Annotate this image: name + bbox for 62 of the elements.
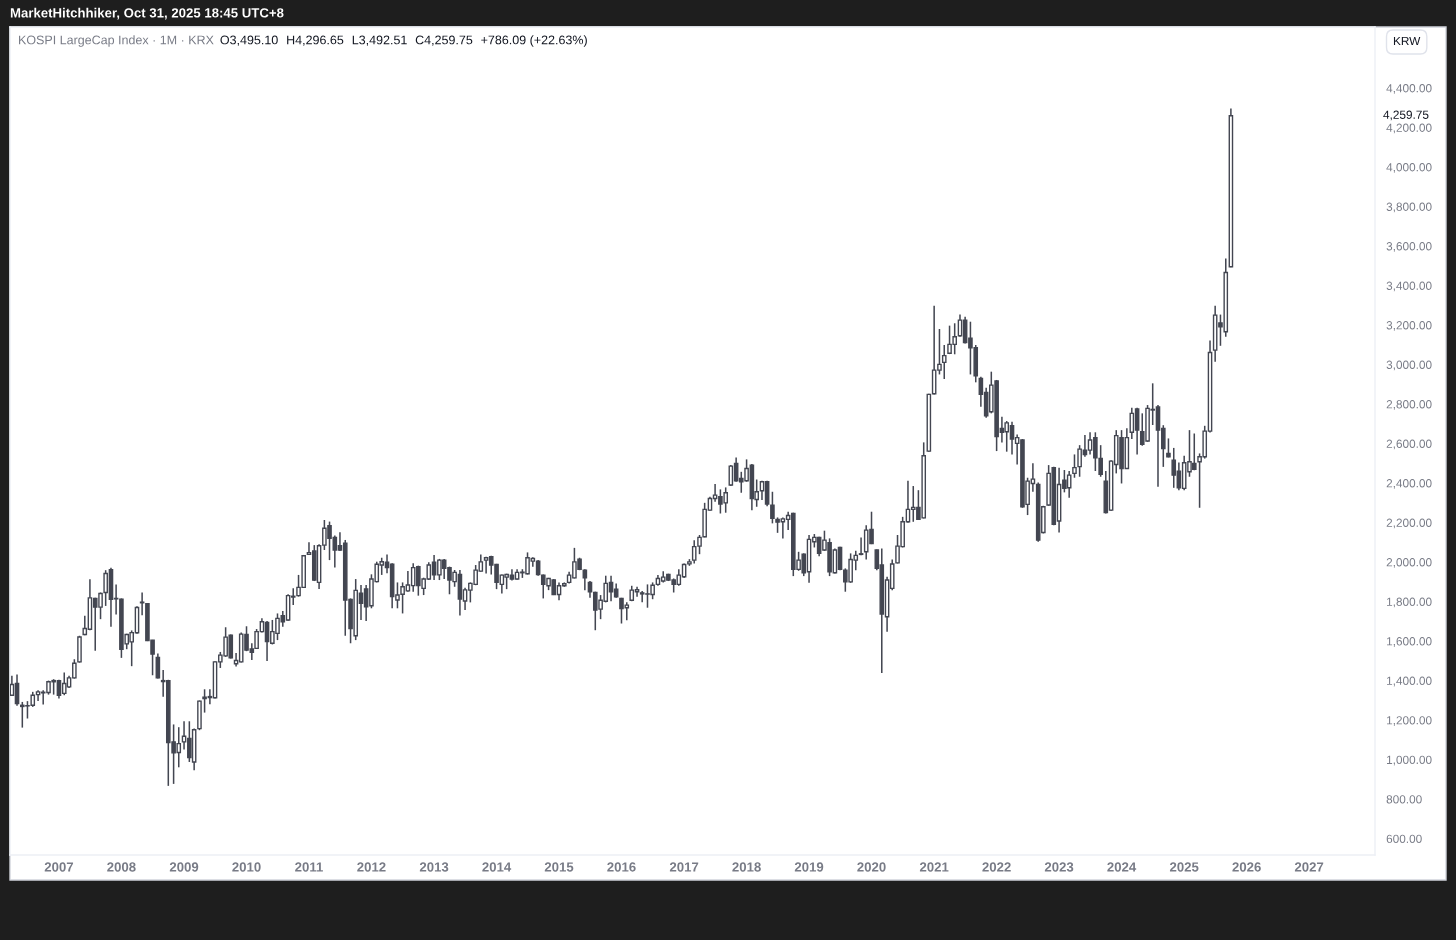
x-tick-label: 2023 xyxy=(1044,862,1074,872)
y-tick-label: 3,800.00 xyxy=(1386,202,1432,213)
candlestick xyxy=(1191,432,1197,471)
y-tick-label: 2,000.00 xyxy=(1386,558,1432,568)
x-tick-label: 2017 xyxy=(669,862,699,872)
candlestick xyxy=(941,344,947,380)
annotation: H4,296.65 xyxy=(287,35,344,46)
x-tick-label: 2008 xyxy=(107,862,136,872)
y-tick-label: 2,600.00 xyxy=(1386,439,1432,450)
candlestick xyxy=(61,671,67,696)
y-tick-label: 1,200.00 xyxy=(1387,716,1432,726)
x-tick-label: 2018 xyxy=(732,862,761,872)
y-tick-label: 1,400.00 xyxy=(1387,676,1432,687)
y-tick-label: 1,000.00 xyxy=(1387,755,1432,766)
candlestick xyxy=(139,591,145,616)
y-tick-label: 2,800.00 xyxy=(1386,400,1432,410)
x-tick-label: 2019 xyxy=(794,862,824,872)
text: KRW xyxy=(1393,36,1421,46)
text: MarketHitchhiker, Oct 31, 2025 18:45 UTC+8 xyxy=(10,7,284,20)
x-tick-label: 2014 xyxy=(482,862,512,872)
annotation: L3,492.51 xyxy=(352,35,407,46)
candlestick xyxy=(1171,447,1177,489)
y-tick-label: 3,600.00 xyxy=(1386,242,1432,252)
candlestick xyxy=(1072,453,1077,479)
x-tick-label: 2021 xyxy=(919,862,949,872)
x-tick-label: 2024 xyxy=(1107,862,1137,872)
y-tick-label: 2,200.00 xyxy=(1386,518,1432,529)
x-tick-label: 2009 xyxy=(169,862,199,872)
y-tick-label: 3,000.00 xyxy=(1386,360,1432,371)
x-tick-label: 2016 xyxy=(607,862,636,872)
annotation: C4,259.75 xyxy=(415,35,473,46)
x-tick-label: 2011 xyxy=(295,862,323,872)
candlestick xyxy=(1134,407,1140,456)
x-tick-label: 2010 xyxy=(232,862,261,872)
y-tick-label: 3,400.00 xyxy=(1386,281,1432,292)
x-tick-label: 2022 xyxy=(982,862,1011,872)
y-tick-label: 800.00 xyxy=(1386,795,1422,804)
x-tick-label: 2026 xyxy=(1232,862,1261,872)
x-tick-label: 2013 xyxy=(419,862,449,872)
y-tick-label: 1,600.00 xyxy=(1387,637,1432,647)
annotation: O3,495.10 xyxy=(220,35,278,46)
x-tick-label: 2015 xyxy=(544,862,574,872)
y-tick-label: 1,800.00 xyxy=(1387,597,1432,608)
y-tick-label: 3,200.00 xyxy=(1386,321,1432,331)
y-tick-label: 4,200.00 xyxy=(1386,123,1432,134)
candlestick xyxy=(858,536,864,556)
candlestick xyxy=(1098,444,1103,478)
x-tick-label: 2020 xyxy=(857,862,886,872)
candlestick xyxy=(1066,470,1072,499)
x-tick-label: 2012 xyxy=(357,862,386,872)
x-tick-label: 2007 xyxy=(44,862,74,872)
candlestick xyxy=(155,652,161,680)
text: KOSPI LargeCap Index · 1M · KRX xyxy=(19,35,214,47)
candlestick xyxy=(1004,420,1010,453)
y-tick-label: 4,400.00 xyxy=(1386,84,1432,94)
annotation: +786.09 (+22.63%) xyxy=(481,35,587,47)
x-tick-label: 2027 xyxy=(1294,862,1324,872)
text: 4,259.75 xyxy=(1383,110,1429,121)
y-tick-label: 600.00 xyxy=(1386,834,1422,843)
y-tick-label: 2,400.00 xyxy=(1386,479,1432,489)
x-tick-label: 2025 xyxy=(1169,862,1199,872)
y-tick-label: 4,000.00 xyxy=(1386,163,1432,173)
